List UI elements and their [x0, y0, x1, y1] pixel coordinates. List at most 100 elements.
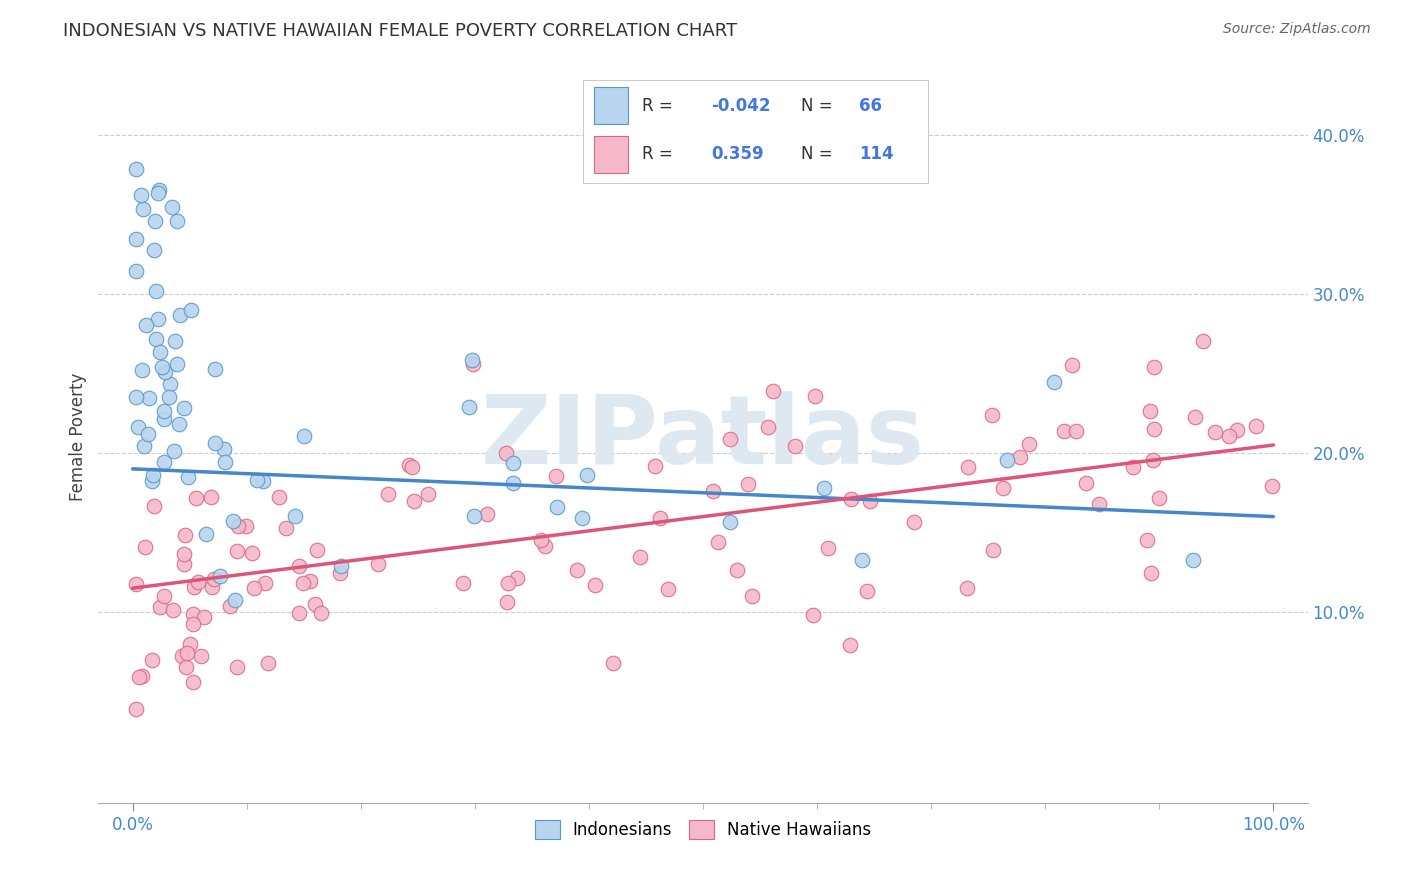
Point: [1008, 450, 1031, 465]
Point: [981, 408, 1004, 422]
Point: [252, 475, 274, 489]
Point: [1226, 423, 1249, 437]
Point: [226, 518, 249, 533]
Point: [817, 541, 839, 555]
Point: [401, 460, 423, 475]
Point: [153, 404, 176, 418]
Point: [166, 358, 188, 372]
Point: [284, 509, 307, 524]
Point: [222, 514, 245, 528]
Text: 114: 114: [859, 145, 894, 163]
Point: [451, 575, 474, 590]
Point: [995, 453, 1018, 467]
Point: [226, 544, 249, 558]
Point: [132, 202, 155, 217]
Point: [131, 363, 153, 377]
Point: [571, 511, 593, 525]
Point: [194, 526, 217, 541]
Point: [1053, 424, 1076, 438]
Point: [200, 490, 222, 504]
Point: [1139, 566, 1161, 580]
Point: [1143, 422, 1166, 436]
Point: [1147, 491, 1170, 506]
Y-axis label: Female Poverty: Female Poverty: [69, 373, 87, 501]
Point: [839, 491, 862, 506]
Point: [173, 557, 195, 571]
Point: [1246, 419, 1268, 434]
Point: [149, 344, 172, 359]
Point: [148, 183, 170, 197]
Point: [134, 540, 156, 554]
Point: [1261, 479, 1284, 493]
Point: [163, 334, 186, 349]
Point: [257, 656, 280, 670]
Text: INDONESIAN VS NATIVE HAWAIIAN FEMALE POVERTY CORRELATION CHART: INDONESIAN VS NATIVE HAWAIIAN FEMALE POV…: [63, 22, 737, 40]
Point: [991, 481, 1014, 495]
Point: [152, 360, 174, 375]
Point: [903, 515, 925, 529]
Text: 0.359: 0.359: [711, 145, 763, 163]
Point: [246, 473, 269, 487]
Point: [148, 186, 170, 200]
Point: [1121, 460, 1143, 475]
Point: [138, 392, 160, 406]
Point: [804, 389, 827, 403]
Point: [174, 660, 197, 674]
Point: [956, 581, 979, 595]
Point: [1074, 475, 1097, 490]
Point: [225, 659, 247, 673]
Point: [1204, 425, 1226, 439]
Point: [127, 420, 149, 434]
Point: [839, 638, 862, 652]
Point: [143, 214, 166, 228]
Point: [707, 534, 730, 549]
Point: [267, 490, 290, 504]
Point: [496, 575, 519, 590]
Point: [187, 574, 209, 589]
Point: [125, 162, 148, 177]
Point: [502, 476, 524, 491]
Point: [859, 494, 882, 508]
Point: [741, 589, 763, 603]
Point: [329, 566, 352, 580]
Point: [145, 332, 167, 346]
Point: [475, 507, 498, 521]
Point: [718, 432, 741, 446]
Point: [737, 477, 759, 491]
Point: [1136, 533, 1159, 548]
Point: [495, 595, 517, 609]
Point: [242, 582, 264, 596]
Point: [159, 376, 181, 391]
Point: [727, 563, 749, 577]
Point: [180, 302, 202, 317]
Point: [288, 559, 311, 574]
Point: [762, 384, 785, 398]
Bar: [593, 136, 628, 173]
Point: [174, 527, 197, 541]
Point: [157, 390, 180, 404]
Point: [1191, 334, 1213, 348]
Point: [153, 589, 176, 603]
Point: [149, 599, 172, 614]
Point: [458, 401, 481, 415]
Point: [181, 674, 204, 689]
Point: [530, 533, 553, 548]
Point: [135, 318, 157, 333]
Point: [169, 308, 191, 322]
Point: [856, 584, 879, 599]
Point: [981, 543, 1004, 558]
Point: [202, 572, 225, 586]
Point: [377, 487, 399, 501]
Point: [208, 568, 231, 582]
Point: [957, 459, 980, 474]
Point: [1087, 497, 1109, 511]
Text: N =: N =: [800, 145, 832, 163]
Point: [583, 578, 606, 592]
Point: [783, 438, 806, 452]
Point: [1018, 437, 1040, 451]
Point: [416, 486, 439, 500]
Point: [461, 357, 484, 371]
Point: [495, 446, 517, 460]
Point: [544, 468, 567, 483]
Point: [190, 648, 212, 663]
